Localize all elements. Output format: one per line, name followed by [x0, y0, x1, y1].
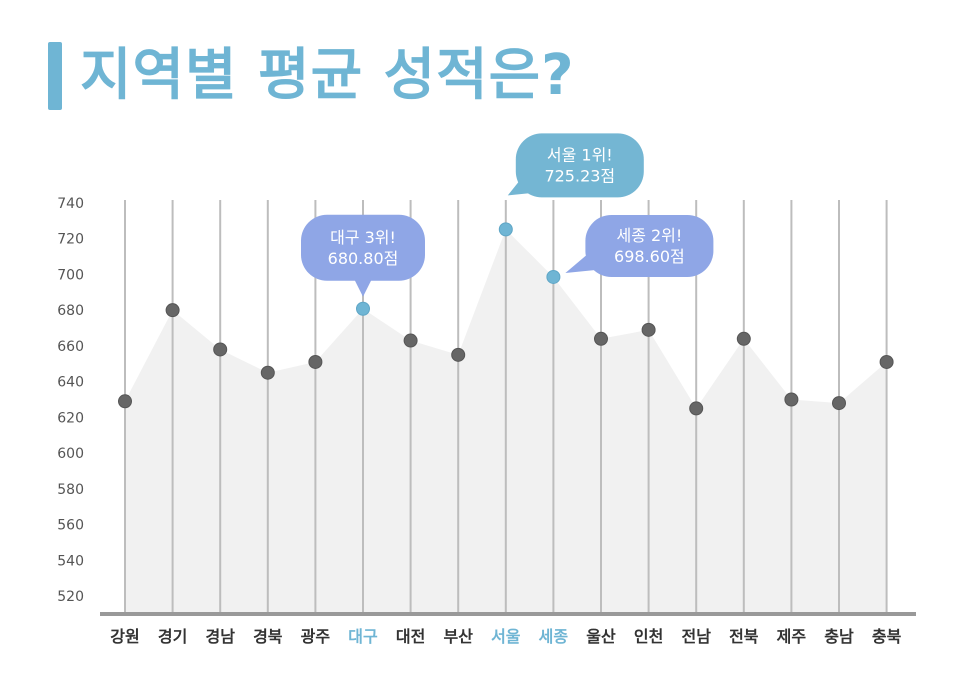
- y-tick-label: 540: [57, 553, 84, 569]
- callout-tail: [565, 250, 606, 273]
- x-tick-label: 인천: [634, 627, 663, 646]
- y-tick-label: 520: [57, 589, 84, 605]
- x-tick-label: 부산: [443, 627, 473, 646]
- callout-line-1: 세종 2위!: [616, 226, 682, 245]
- data-point: [832, 396, 846, 411]
- data-point: [879, 354, 894, 369]
- x-tick-label: 충남: [824, 627, 854, 646]
- callout-line-1: 서울 1위!: [547, 145, 613, 164]
- callout-대구: 대구 3위! 680.80점: [301, 214, 425, 297]
- x-tick-label: 충북: [872, 627, 902, 646]
- data-point: [546, 269, 561, 284]
- data-point: [594, 331, 608, 346]
- x-tick-label: 경북: [253, 627, 283, 646]
- y-tick-label: 600: [57, 446, 84, 462]
- data-point: [165, 303, 180, 318]
- callout-line-2: 725.23점: [544, 166, 615, 185]
- y-tick-label: 580: [57, 482, 84, 498]
- callout-line-2: 698.60점: [614, 247, 685, 266]
- data-point: [356, 301, 370, 316]
- x-tick-label: 대구: [348, 627, 378, 646]
- x-tick-label: 울산: [586, 627, 616, 646]
- data-point: [784, 392, 799, 407]
- callout-세종: 세종 2위! 698.60점: [565, 214, 714, 277]
- data-point: [736, 331, 751, 346]
- x-tick-label: 서울: [491, 627, 521, 646]
- x-tick-label: 제주: [777, 627, 807, 646]
- y-tick-label: 560: [57, 518, 84, 534]
- callout-tail: [354, 278, 372, 297]
- page-title: 지역별 평균 성적은?: [80, 43, 575, 108]
- callout-line-2: 680.80점: [328, 249, 399, 268]
- data-point: [260, 365, 275, 380]
- callout-line-1: 대구 3위!: [330, 228, 396, 247]
- data-point: [403, 333, 418, 348]
- y-tick-label: 640: [57, 375, 84, 391]
- y-tick-label: 740: [57, 196, 84, 212]
- x-tick-label: 대전: [396, 627, 425, 646]
- y-tick-label: 660: [57, 339, 84, 355]
- callout-bubble: [301, 214, 425, 281]
- callout-bubble: [515, 133, 644, 198]
- data-point: [118, 394, 132, 409]
- y-tick-label: 620: [57, 410, 84, 426]
- x-tick-label: 경기: [158, 627, 187, 646]
- x-tick-label: 강원: [110, 627, 139, 646]
- data-point: [213, 342, 228, 357]
- callout-tail: [507, 175, 548, 196]
- x-tick-label: 광주: [301, 627, 331, 646]
- data-point: [641, 322, 656, 337]
- x-tick-label: 경남: [205, 627, 235, 646]
- y-tick-label: 700: [57, 267, 84, 283]
- data-point: [689, 401, 704, 416]
- title-accent-bar: [48, 42, 62, 110]
- x-tick-label: 세종: [539, 627, 569, 646]
- callout-bubble: [585, 214, 714, 277]
- data-point: [308, 354, 323, 369]
- x-tick-label: 전북: [729, 627, 759, 646]
- y-tick-label: 680: [57, 303, 84, 319]
- data-point: [451, 347, 466, 362]
- callout-서울: 서울 1위! 725.23점: [507, 133, 644, 198]
- data-point: [498, 222, 513, 237]
- y-tick-label: 720: [57, 232, 84, 248]
- x-tick-label: 전남: [681, 627, 711, 646]
